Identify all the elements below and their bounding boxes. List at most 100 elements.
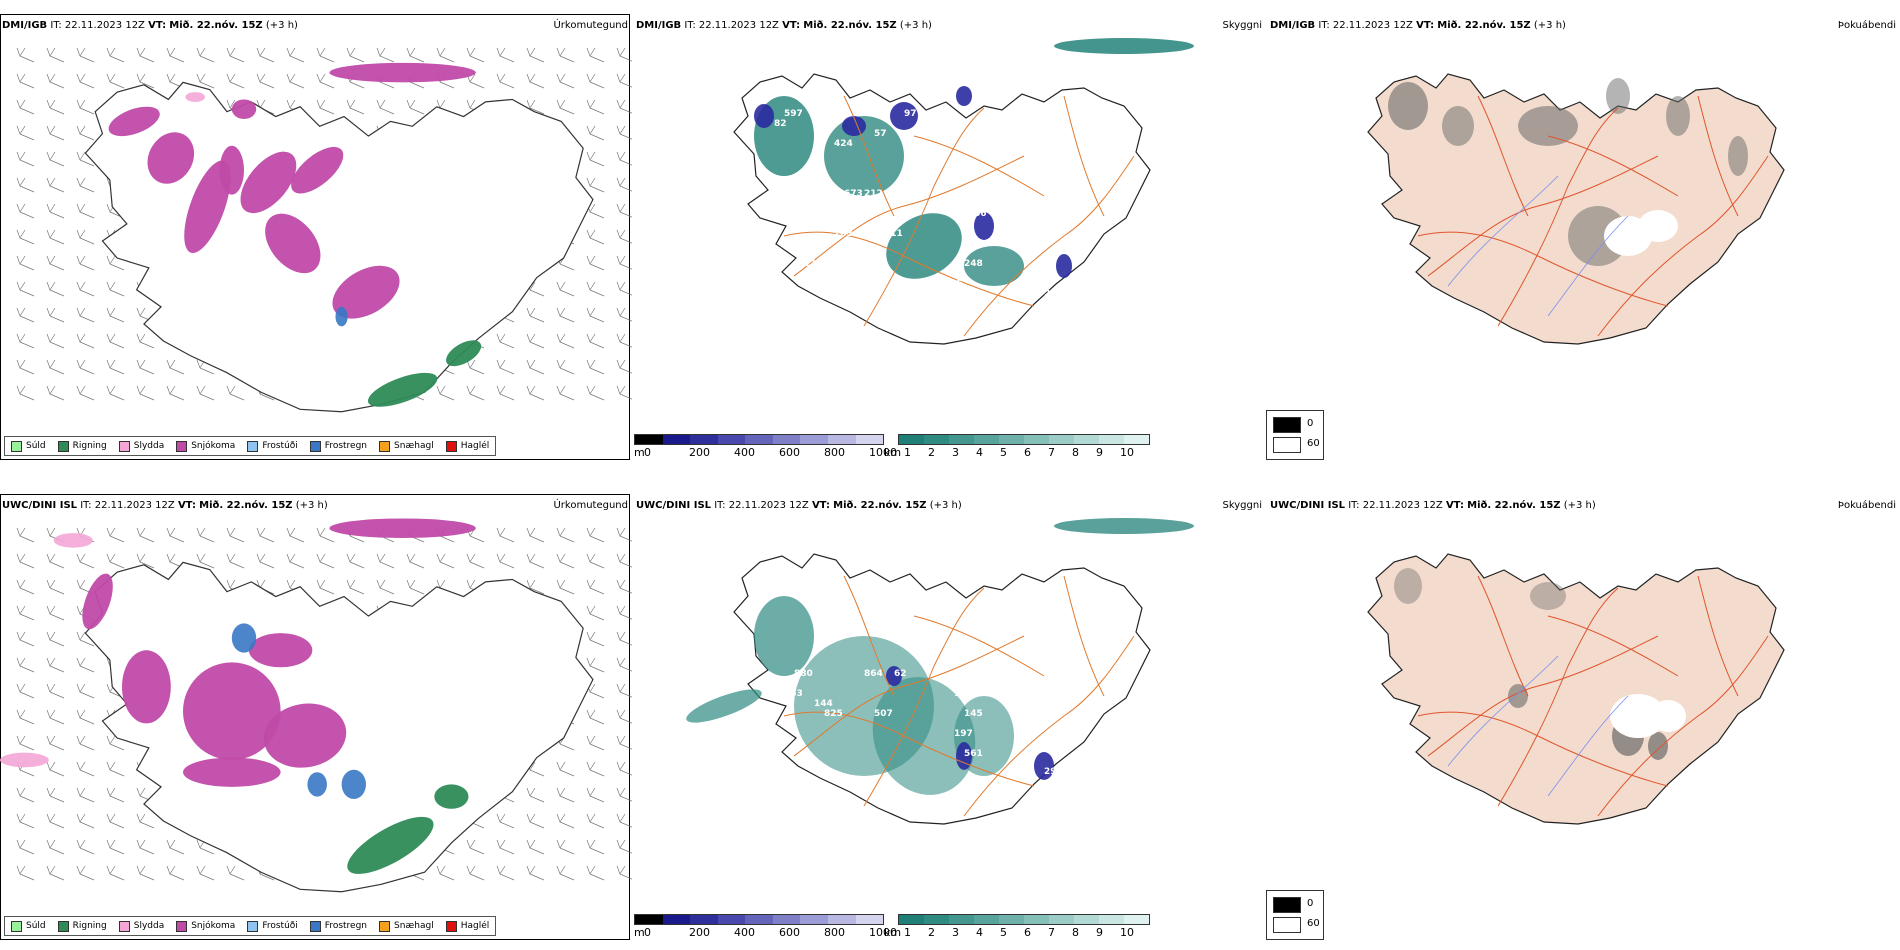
legend-label: Snæhagl <box>394 921 434 931</box>
legend-label: Haglél <box>460 921 490 931</box>
wind-barb <box>286 553 305 569</box>
wind-barb <box>16 683 35 699</box>
wind-barb <box>496 813 515 829</box>
sleet-area <box>53 533 93 548</box>
road-line <box>1497 107 1619 327</box>
low-visibility-area <box>886 213 962 279</box>
wind-barb <box>586 255 605 271</box>
wind-barb <box>586 761 605 777</box>
wind-barb <box>16 553 35 569</box>
legend-item: Frostúði <box>247 440 298 452</box>
wind-barb <box>616 281 632 296</box>
legend-item: Frostregn <box>309 440 367 452</box>
low-visibility-area <box>1054 518 1194 534</box>
colorbar-tick: 3 <box>952 926 959 939</box>
rain-area <box>434 784 469 809</box>
visibility-label: 66 <box>974 209 987 219</box>
snow-area <box>329 518 476 538</box>
very-low-visibility-area <box>956 742 972 770</box>
snow-area <box>108 106 160 137</box>
road-line <box>863 587 985 807</box>
wind-barb <box>556 553 575 569</box>
wind-barb <box>376 47 395 63</box>
field-name: Úrkomutegund <box>553 500 628 511</box>
legend-item: Snæhagl <box>379 440 434 452</box>
glacier-area <box>1678 36 1838 47</box>
precip-legend: Súld Rigning Slydda Snjókoma Frostúði Frostre… <box>4 436 497 456</box>
wind-barb <box>136 333 155 349</box>
wind-barb <box>526 813 545 829</box>
wind-barb <box>346 579 365 595</box>
wind-barb <box>136 813 155 829</box>
wind-barb <box>46 307 65 323</box>
sleet-area <box>0 752 49 768</box>
wind-barb <box>106 761 125 777</box>
fog-indicator-area <box>1442 106 1474 146</box>
panel-title: UWC/DINI ISL IT: 22.11.2023 12Z VT: Mið.… <box>636 500 962 511</box>
wind-barb <box>106 73 125 89</box>
wind-barb <box>76 125 95 141</box>
wind-barb <box>526 787 545 803</box>
visibility-label: 507 <box>874 709 893 719</box>
legend-swatch <box>57 920 69 932</box>
panel-title: UWC/DINI ISL IT: 22.11.2023 12Z VT: Mið.… <box>2 500 328 511</box>
snow-area <box>240 151 297 214</box>
wind-barb <box>16 527 35 543</box>
colorbar-tick: 8 <box>1072 446 1079 459</box>
wind-barb <box>76 631 95 647</box>
colorbar-tick: 6 <box>1024 926 1031 939</box>
wind-barb <box>46 203 65 219</box>
wind-barb <box>466 553 485 569</box>
visibility-label: 424 <box>834 139 853 149</box>
wind-barb <box>46 47 65 63</box>
colorbar-tick: 800 <box>824 446 845 459</box>
road-line <box>1597 155 1769 337</box>
wind-barb <box>106 735 125 751</box>
wind-barb <box>556 839 575 855</box>
wind-barb <box>46 553 65 569</box>
wind-barb <box>76 385 95 401</box>
road-line <box>963 155 1135 337</box>
wind-barb <box>616 73 632 88</box>
wind-barb <box>586 47 605 63</box>
wind-barb <box>286 73 305 89</box>
wind-barb <box>196 73 215 89</box>
wind-barb <box>556 385 575 401</box>
wind-barb <box>496 839 515 855</box>
colorbar-tick: 9 <box>1096 926 1103 939</box>
fog-swatch-top <box>1273 897 1301 913</box>
wind-barb <box>586 125 605 141</box>
colorbar-tick: 200 <box>689 926 710 939</box>
wind-barb <box>526 527 545 543</box>
fog-indicator-area <box>1508 684 1528 708</box>
fog-label-top: 0 <box>1307 418 1314 429</box>
wind-barb <box>616 125 632 140</box>
low-visibility-area <box>872 677 976 795</box>
wind-barb <box>76 333 95 349</box>
fog-swatch-top <box>1273 417 1301 433</box>
wind-barb <box>76 229 95 245</box>
wind-barb <box>16 579 35 595</box>
visibility-colorbar: m 0 200 400 600 800 1000 km 1 2 3 4 5 6 7 8 9 10 <box>634 432 1266 460</box>
wind-barb <box>616 709 632 724</box>
wind-barb <box>196 553 215 569</box>
wind-barb <box>106 813 125 829</box>
road-line <box>1497 587 1619 807</box>
legend-swatch <box>445 920 457 932</box>
wind-barb <box>76 203 95 219</box>
colorbar-tick: 400 <box>734 446 755 459</box>
visibility-label: 673 <box>844 189 863 199</box>
wind-barb <box>76 709 95 725</box>
wind-barb <box>586 177 605 193</box>
legend-item: Frostregn <box>309 920 367 932</box>
wind-barb <box>106 359 125 375</box>
field-name: Skyggni <box>1222 20 1262 31</box>
visibility-label: 132 <box>834 209 853 219</box>
wind-barb <box>136 865 155 881</box>
legend-label: Rigning <box>72 921 107 931</box>
wind-barb <box>76 787 95 803</box>
iceland-outline <box>0 518 594 893</box>
very-low-visibility-area <box>886 666 902 686</box>
wind-barb <box>466 385 485 401</box>
